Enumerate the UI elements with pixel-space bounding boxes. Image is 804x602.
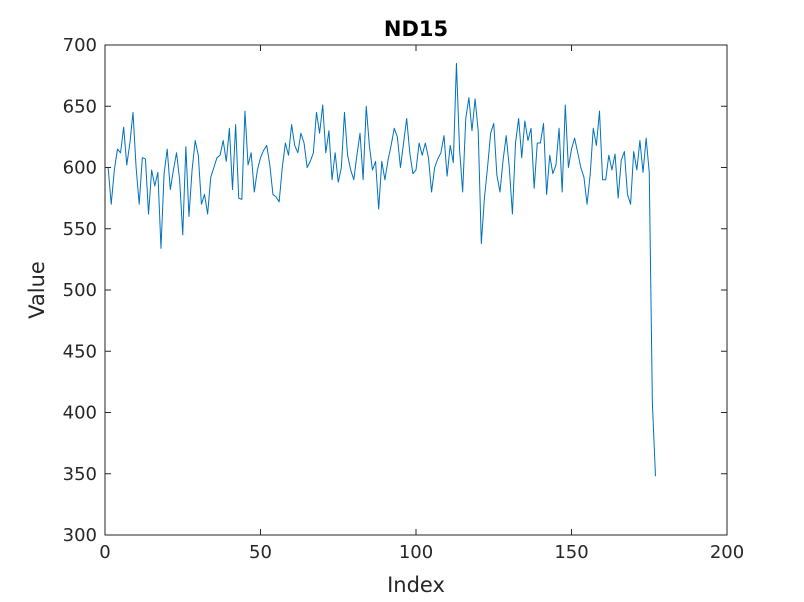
x-axis-label: Index	[387, 573, 445, 597]
x-tick-label: 50	[249, 542, 272, 563]
y-tick-label: 300	[63, 525, 97, 546]
x-tick-label: 0	[99, 542, 110, 563]
chart-title: ND15	[384, 17, 448, 41]
x-tick-label: 150	[554, 542, 588, 563]
y-tick-label: 500	[63, 280, 97, 301]
y-tick-label: 450	[63, 341, 97, 362]
plot-background	[105, 45, 727, 535]
x-tick-label: 200	[710, 542, 744, 563]
series-layer	[107, 62, 656, 477]
y-tick-label: 700	[63, 35, 97, 56]
y-tick-label: 400	[63, 403, 97, 424]
y-axis-label: Value	[25, 261, 49, 319]
y-tick-label: 550	[63, 219, 97, 240]
y-tick-label: 350	[63, 464, 97, 485]
x-tick-label: 100	[399, 542, 433, 563]
y-tick-label: 650	[63, 96, 97, 117]
series-line-0	[107, 62, 656, 477]
y-tick-label: 600	[63, 158, 97, 179]
ticks-layer: 0 50 100 150 200 300 350 400 450 500 550 600 650 700	[63, 35, 745, 563]
